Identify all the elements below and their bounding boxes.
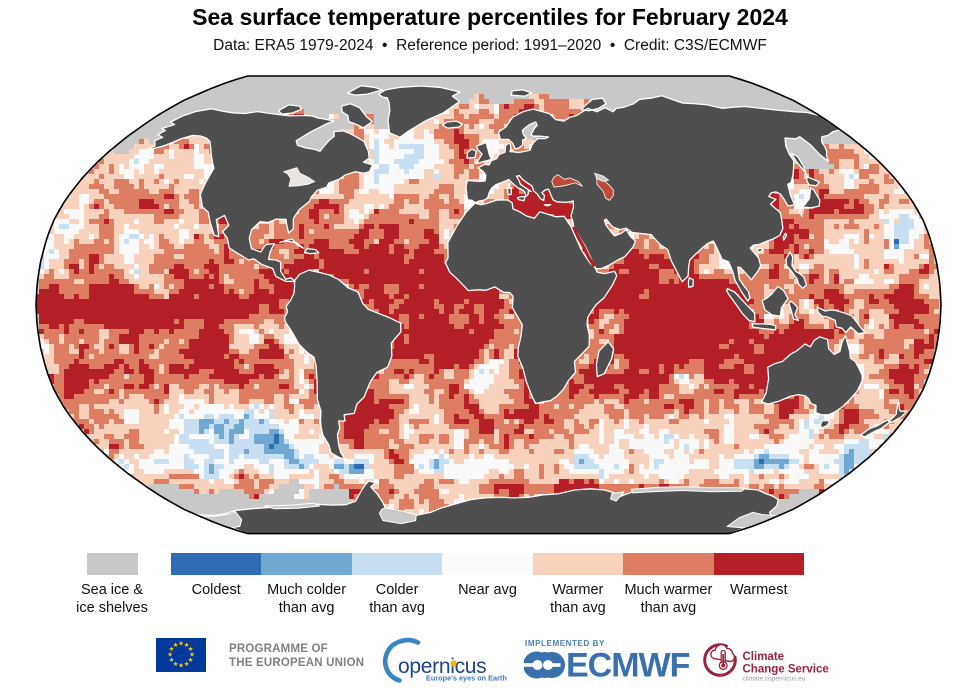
svg-text:★: ★ (169, 656, 175, 664)
svg-text:★: ★ (167, 651, 173, 659)
svg-text:ECMWF: ECMWF (566, 651, 690, 680)
svg-text:★: ★ (184, 660, 190, 668)
svg-text:★: ★ (178, 662, 184, 670)
svg-text:★: ★ (184, 641, 190, 649)
svg-text:opernicus: opernicus (398, 655, 486, 678)
svg-text:Change Service: Change Service (743, 664, 829, 676)
svg-text:Europe's eyes on Earth: Europe's eyes on Earth (426, 674, 507, 683)
svg-text:★: ★ (188, 656, 194, 664)
svg-text:Climate: Climate (743, 651, 785, 663)
svg-text:climate.copernicus.eu: climate.copernicus.eu (743, 676, 806, 683)
svg-text:★: ★ (173, 660, 179, 668)
svg-text:★: ★ (178, 640, 184, 648)
svg-text:★: ★ (173, 641, 179, 649)
svg-text:★: ★ (188, 645, 194, 653)
svg-text:★: ★ (169, 645, 175, 653)
svg-text:★: ★ (189, 651, 195, 659)
